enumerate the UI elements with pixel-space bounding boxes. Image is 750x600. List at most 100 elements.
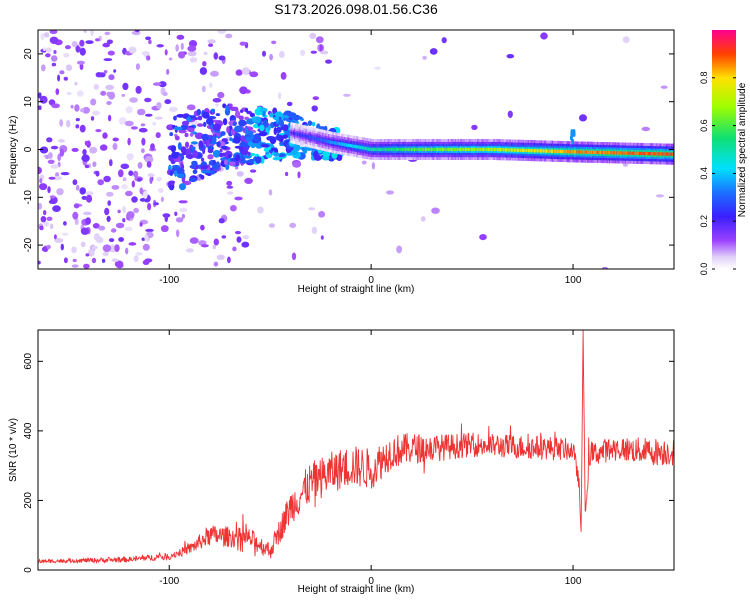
heatmap-ridge-cell bbox=[329, 140, 332, 144]
heatmap-noise-blob bbox=[107, 114, 112, 122]
heatmap-ridge-cell bbox=[625, 151, 628, 155]
heatmap-ridge-cell bbox=[421, 147, 424, 152]
heatmap-ridge-cell bbox=[398, 147, 401, 152]
heatmap-ridge-cell bbox=[546, 149, 548, 153]
heatmap-ridge-cell bbox=[543, 149, 546, 153]
heatmap-ridge-cell bbox=[428, 147, 431, 152]
heatmap-cluster-blob bbox=[222, 118, 228, 126]
heatmap-noise-blob bbox=[300, 49, 306, 56]
heatmap-cluster-blob bbox=[178, 129, 187, 134]
heatmap-noise-blob bbox=[46, 244, 51, 250]
heatmap-cluster-blob bbox=[313, 154, 322, 161]
heatmap-noise-blob bbox=[83, 30, 87, 34]
heatmap-noise-blob bbox=[125, 226, 133, 232]
heatmap-ridge-cell bbox=[382, 147, 385, 152]
heatmap-cluster-blob bbox=[302, 149, 308, 154]
heatmap-noise-blob bbox=[234, 196, 243, 201]
heatmap-noise-blob bbox=[144, 97, 152, 103]
spectrogram-ytick-label: -20 bbox=[23, 237, 34, 252]
heatmap-ridge-cell bbox=[548, 149, 551, 153]
heatmap-noise-blob bbox=[149, 176, 153, 184]
heatmap-noise-blob bbox=[309, 32, 317, 40]
heatmap-cluster-blob bbox=[174, 170, 178, 177]
heatmap-noise-blob bbox=[291, 252, 297, 261]
heatmap-noise-blob bbox=[422, 55, 427, 60]
heatmap-ridge-cell bbox=[295, 132, 298, 136]
heatmap-ridge-cell bbox=[492, 147, 495, 152]
heatmap-ridge-cell bbox=[565, 150, 568, 154]
heatmap-ridge-cell bbox=[348, 143, 351, 148]
heatmap-noise-blob bbox=[221, 235, 227, 239]
heatmap-noise-blob bbox=[46, 137, 53, 143]
heatmap-cluster-blob bbox=[261, 144, 270, 148]
heatmap-noise-blob bbox=[128, 242, 137, 246]
heatmap-ridge-cell bbox=[407, 147, 410, 152]
heatmap-ridge-cell bbox=[547, 149, 550, 153]
heatmap-ridge-cell bbox=[394, 147, 397, 152]
heatmap-ridge-cell bbox=[490, 147, 493, 152]
heatmap-cluster-blob bbox=[211, 136, 217, 144]
heatmap-ridge-cell bbox=[664, 152, 667, 156]
heatmap-ridge-cell bbox=[290, 131, 293, 135]
heatmap-ridge-cell bbox=[529, 148, 531, 153]
heatmap-cluster-blob bbox=[171, 164, 181, 169]
heatmap-ridge-cell bbox=[463, 147, 466, 152]
heatmap-noise-blob bbox=[75, 184, 80, 191]
heatmap-ridge-cell bbox=[392, 147, 395, 152]
heatmap-noise-blob bbox=[41, 64, 46, 72]
heatmap-cluster-blob bbox=[307, 120, 313, 126]
heatmap-cluster-blob bbox=[181, 120, 190, 126]
heatmap-cluster-blob bbox=[225, 105, 229, 112]
heatmap-noise-blob bbox=[110, 228, 117, 233]
heatmap-noise-blob bbox=[108, 91, 116, 100]
heatmap-cluster-blob bbox=[228, 161, 236, 167]
heatmap-ridge-cell bbox=[507, 148, 510, 152]
heatmap-ridge-cell bbox=[319, 138, 322, 142]
heatmap-noise-blob bbox=[102, 42, 110, 48]
heatmap-ridge-cell bbox=[334, 141, 336, 145]
heatmap-noise-blob bbox=[83, 211, 92, 216]
heatmap-cluster-blob bbox=[212, 149, 221, 158]
heatmap-noise-blob bbox=[108, 238, 115, 243]
heatmap-cluster-blob bbox=[241, 149, 249, 156]
heatmap-cluster-blob bbox=[282, 124, 289, 132]
heatmap-ridge-cell bbox=[525, 148, 528, 153]
heatmap-ridge-cell bbox=[296, 132, 299, 136]
heatmap-noise-blob bbox=[122, 205, 126, 214]
heatmap-noise-blob bbox=[38, 166, 42, 175]
heatmap-noise-blob bbox=[164, 214, 169, 223]
heatmap-cluster-blob bbox=[240, 109, 244, 113]
heatmap-noise-blob bbox=[227, 191, 234, 195]
heatmap-noise-blob bbox=[72, 179, 78, 186]
heatmap-noise-blob bbox=[39, 146, 49, 154]
heatmap-ridge-cell bbox=[480, 147, 483, 152]
heatmap-noise-blob bbox=[145, 36, 152, 41]
heatmap-ridge-cell bbox=[512, 148, 515, 152]
heatmap-cluster-blob bbox=[228, 154, 232, 159]
heatmap-cluster-blob bbox=[215, 113, 221, 117]
heatmap-noise-blob bbox=[53, 234, 57, 240]
heatmap-ridge-cell bbox=[335, 141, 338, 145]
heatmap-noise-blob bbox=[80, 227, 89, 235]
colorbar-ticks: 0.0 0.2 0.4 0.6 0.8 bbox=[699, 72, 736, 275]
heatmap-noise-blob bbox=[50, 55, 58, 62]
heatmap-ridge-cell bbox=[359, 145, 362, 149]
heatmap-ridge-cell bbox=[429, 147, 432, 152]
heatmap-ridge-cell bbox=[325, 139, 328, 143]
heatmap-noise-blob bbox=[91, 257, 97, 264]
heatmap-ridge-cell bbox=[411, 147, 414, 152]
heatmap-noise-blob bbox=[39, 183, 48, 191]
heatmap-ridge-cell bbox=[390, 147, 393, 152]
heatmap-ridge-cell bbox=[527, 148, 530, 153]
heatmap-cluster-blob bbox=[311, 121, 316, 127]
colorbar-label: Normalized spectral amplitude bbox=[737, 82, 748, 217]
heatmap-noise-blob bbox=[40, 32, 45, 41]
heatmap-cluster-blob bbox=[268, 149, 274, 153]
heatmap-noise-blob bbox=[286, 101, 293, 107]
heatmap-noise-blob bbox=[319, 44, 323, 52]
heatmap-ridge-cell bbox=[644, 151, 647, 156]
heatmap-ridge-cell bbox=[669, 152, 672, 156]
heatmap-ridge-cell bbox=[315, 137, 318, 141]
heatmap-ridge-cell bbox=[327, 140, 330, 144]
